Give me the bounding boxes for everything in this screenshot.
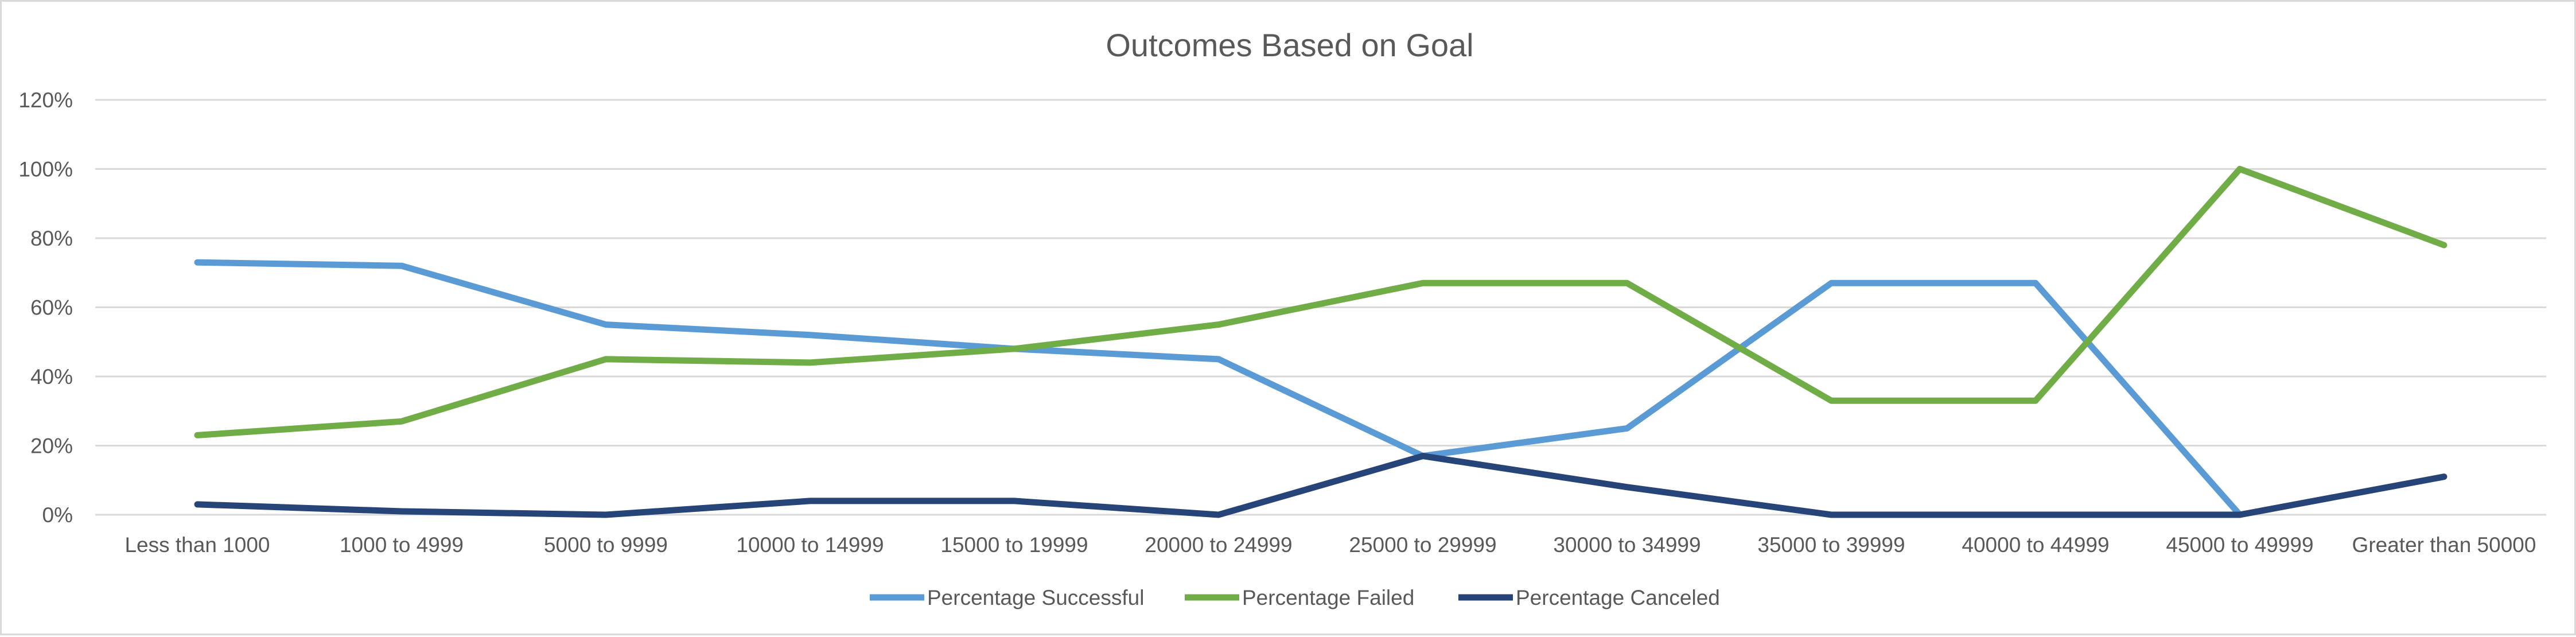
y-tick-label: 40% [30,365,73,389]
legend: Percentage Successful Percentage Failed Pe… [870,586,1720,609]
x-tick-label: 5000 to 9999 [544,533,668,557]
x-tick-label: 45000 to 49999 [2166,533,2313,557]
x-tick-label: 1000 to 4999 [340,533,464,557]
x-tick-label: 40000 to 44999 [1962,533,2109,557]
chart-title: Outcomes Based on Goal [1106,27,1473,63]
legend-label-1: Percentage Successful [927,586,1144,609]
legend-label-3: Percentage Canceled [1516,586,1720,609]
series-line-1 [194,259,2243,518]
x-tick-label: 30000 to 34999 [1553,533,1701,557]
legend-label-2: Percentage Failed [1242,586,1414,609]
x-tick-label: 35000 to 39999 [1757,533,1905,557]
y-tick-label: 20% [30,434,73,458]
y-tick-label: 120% [18,88,73,112]
x-tick-label: 10000 to 14999 [736,533,884,557]
x-tick-label: Less than 1000 [124,533,270,557]
x-tick-label: 25000 to 29999 [1349,533,1496,557]
y-tick-label: 0% [42,503,73,527]
series-line-2 [194,166,2447,438]
x-tick-label: 15000 to 19999 [940,533,1088,557]
y-tick-label: 80% [30,227,73,250]
y-axis-ticks: 0% 20% 40% 60% 80% 100% 120% [18,88,73,527]
gridlines [95,99,2546,516]
series-lines [194,166,2447,518]
x-tick-label: 20000 to 24999 [1145,533,1292,557]
x-tick-label: Greater than 50000 [2352,533,2536,557]
y-tick-label: 100% [18,158,73,181]
y-tick-label: 60% [30,296,73,320]
series-line-3 [194,453,2447,518]
x-axis-ticks: Less than 1000 1000 to 4999 5000 to 9999 10… [124,533,2536,557]
